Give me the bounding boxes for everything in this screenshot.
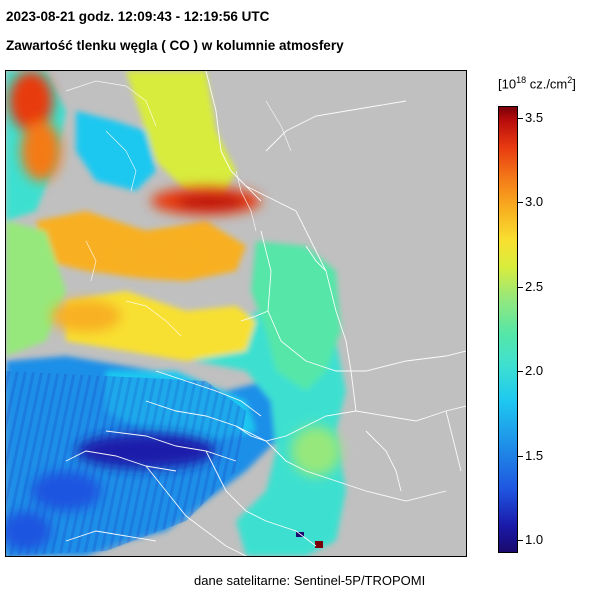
colorbar-tick [518, 202, 523, 203]
colorbar-tick [518, 456, 523, 457]
coastlines [65, 80, 292, 337]
lowspot-darkblue-alps [76, 433, 216, 469]
hotspot-orange-center [116, 238, 196, 274]
hotspot-orange-northwest [21, 121, 61, 181]
hotspot-darkred-southeast [315, 541, 323, 548]
unit-suffix: cz./cm [526, 76, 568, 92]
colorbar-tick [518, 540, 523, 541]
lowspot-blue-south [31, 471, 101, 511]
hotspot-orange-west [51, 300, 121, 332]
colorbar-tick-label: 1.5 [525, 448, 544, 463]
colorbar-tick [518, 118, 523, 119]
hotspot-red-northwest [9, 71, 53, 131]
co-map [5, 70, 467, 557]
map-datetime: 2023-08-21 godz. 12:09:43 - 12:19:56 UTC [6, 9, 270, 24]
coast-west-green [6, 221, 66, 356]
map-title: Zawartość tlenku węgla ( CO ) w kolumnie… [6, 38, 344, 53]
lowspot-blue-southwest [6, 511, 51, 551]
hotspot-darkred-north [176, 195, 246, 209]
colorbar-tick-label: 2.5 [525, 279, 544, 294]
colorbar-tick-label: 2.0 [525, 363, 544, 378]
colorbar [498, 106, 518, 553]
colorbar-unit: [1018 cz./cm2] [498, 75, 576, 91]
country-borders [65, 71, 466, 556]
unit-close: ] [572, 76, 576, 92]
colorbar-tick [518, 287, 523, 288]
colorbar-tick [518, 371, 523, 372]
swath-green-east [251, 241, 341, 391]
unit-prefix: [10 [498, 76, 517, 92]
colorbar-tick-label: 1.0 [525, 532, 544, 547]
data-source: dane satelitarne: Sentinel-5P/TROPOMI [194, 573, 426, 588]
co-hotspots [6, 71, 341, 551]
unit-power: 2 [567, 75, 573, 85]
colorbar-tick-label: 3.0 [525, 194, 544, 209]
lowspot-green-mid [291, 426, 341, 476]
unit-exponent: 18 [516, 75, 527, 85]
colorbar-tick-label: 3.5 [525, 110, 544, 125]
north-yellow [126, 71, 236, 201]
